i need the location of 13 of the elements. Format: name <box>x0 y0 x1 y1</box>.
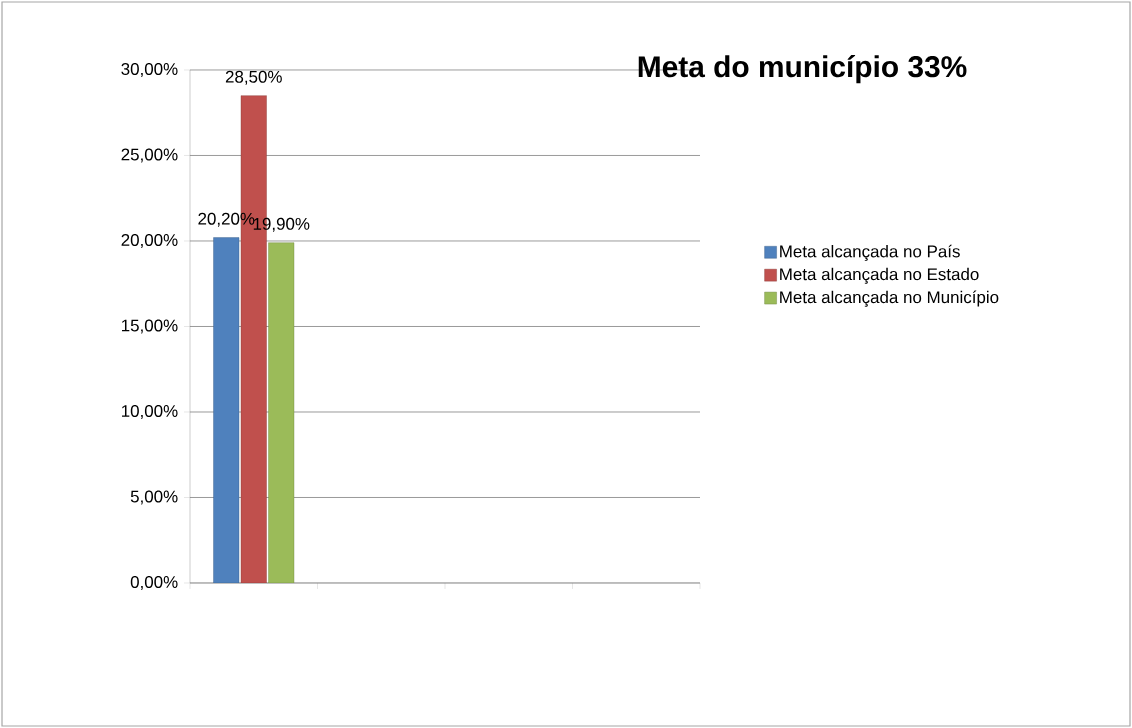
y-tick-label: 20,00% <box>121 233 178 248</box>
y-tick-label: 0,00% <box>130 575 178 590</box>
data-label: 28,50% <box>225 70 282 85</box>
text: Meta do município 33% <box>638 55 967 84</box>
y-tick-label: 30,00% <box>121 62 178 77</box>
y-tick-label: 25,00% <box>121 148 178 163</box>
legend-label: Meta alcançada no Município <box>780 290 999 307</box>
legend-label: Meta alcançada no País <box>780 244 960 261</box>
legend-label: Meta alcançada no Estado <box>780 267 979 284</box>
y-tick-label: 5,00% <box>130 490 178 505</box>
y-tick-label: 10,00% <box>122 404 178 419</box>
bar <box>213 237 240 583</box>
y-tick-label: 15,00% <box>122 319 178 334</box>
